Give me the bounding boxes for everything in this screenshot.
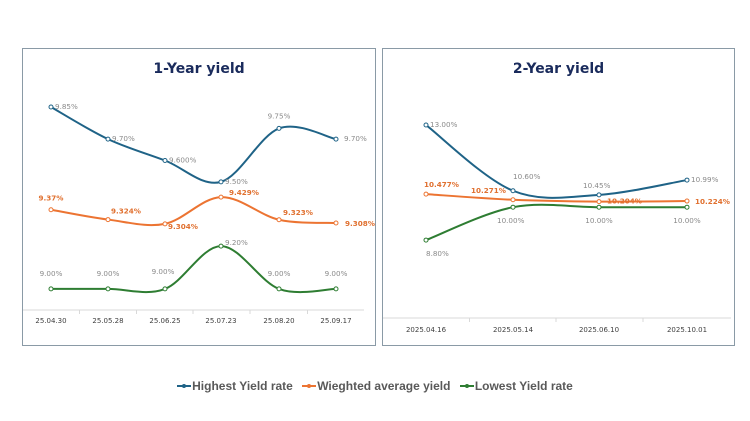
series-line-average [425,193,688,203]
data-point-average [105,217,111,223]
data-label-average: 9.429% [229,188,259,197]
x-tick-label: 2025.10.01 [667,326,707,334]
series-line-lowest [425,203,688,242]
data-label-lowest: 9.00% [152,267,175,276]
chart-plot-1-year: 25.04.30 25.05.28 25.06.25 25.07.23 25.08.20… [23,102,375,325]
chart-panel-1-year: 1-Year yield 25.04.30 25.05.28 25.06.25 25.… [22,48,376,346]
data-point-highest [162,158,168,163]
x-tick-label: 2025.05.14 [493,326,534,334]
data-label-average: 9.304% [168,222,198,231]
data-label-highest: 9.70% [112,134,135,143]
data-point-lowest [276,286,282,292]
data-point-highest [596,192,602,198]
x-tick-label: 25.08.20 [263,317,294,325]
data-point-highest [276,125,282,131]
data-point-lowest [218,243,224,249]
x-tick-label: 2025.04.16 [406,326,447,334]
series-line-highest [425,124,688,199]
data-point-highest [510,188,516,194]
data-point-average [596,199,602,205]
series-line-average [50,196,337,227]
data-label-average: 9.324% [111,207,141,216]
legend-label: Lowest Yield rate [474,379,573,393]
legend-swatch-lowest [459,383,474,388]
legend-swatch-highest [177,383,192,388]
data-label-lowest: 9.00% [268,269,291,278]
series-line-lowest [50,245,337,294]
data-label-highest: 9.600% [169,156,197,165]
data-point-lowest [162,286,168,292]
data-point-highest [48,104,54,110]
data-label-average: 9.308% [345,219,375,228]
data-label-lowest: 10.00% [497,216,525,225]
data-label-highest: 10.99% [691,175,719,184]
data-label-lowest: 9.00% [40,269,63,278]
chart-legend: Highest Yield rate Wieghted average yiel… [0,376,750,393]
data-point-lowest [48,286,54,292]
series-line-highest [50,106,337,184]
data-point-highest [218,179,224,185]
data-point-lowest [333,286,339,292]
data-point-average [510,197,516,203]
x-tick-label: 25.06.25 [149,317,180,325]
data-label-average: 10.271% [471,186,506,195]
data-label-lowest: 9.20% [225,238,248,247]
data-point-lowest [423,237,429,243]
data-label-average: 9.37% [39,194,64,203]
data-label-average: 10.204% [607,197,642,206]
x-tick-label: 2025.06.10 [579,326,619,334]
data-point-lowest [105,286,111,292]
data-point-average [276,217,282,223]
data-label-lowest: 9.00% [97,269,120,278]
data-label-lowest: 10.00% [673,216,701,225]
data-label-highest: 13.00% [430,120,458,129]
data-point-lowest [684,204,690,210]
data-point-lowest [596,204,602,210]
x-tick-label: 25.04.30 [35,317,66,325]
data-point-average [423,191,429,197]
data-point-average [333,220,339,226]
data-label-lowest: 8.80% [426,249,449,258]
data-label-highest: 9.85% [55,102,78,111]
x-tick-label: 25.07.23 [205,317,236,325]
data-point-highest [423,122,429,128]
legend-item-average: Wieghted average yield [302,379,450,393]
chart-title: 1-Year yield [153,61,245,77]
data-point-average [162,221,168,227]
chart-plot-2-year: 2025.04.16 2025.05.14 2025.06.10 2025.10.01… [383,120,731,334]
data-label-highest: 10.45% [583,181,611,190]
legend-swatch-average [302,383,317,388]
x-tick-label: 25.05.28 [92,317,123,325]
x-tick-label: 25.09.17 [320,317,351,325]
chart-title: 2-Year yield [512,61,605,77]
data-point-average [218,194,224,200]
data-label-highest: 9.50% [225,177,248,186]
legend-item-lowest: Lowest Yield rate [459,379,573,393]
data-label-average: 10.477% [424,180,459,189]
legend-item-highest: Highest Yield rate [177,379,293,393]
data-point-highest [333,136,339,142]
data-label-average: 10.224% [695,197,730,206]
data-point-highest [105,136,111,142]
data-point-average [684,198,690,204]
legend-label: Wieghted average yield [317,379,451,393]
legend-label: Highest Yield rate [192,379,293,393]
data-point-average [48,207,54,213]
data-label-average: 9.323% [283,208,313,217]
data-label-highest: 9.70% [344,134,367,143]
data-label-lowest: 10.00% [585,216,613,225]
data-label-lowest: 9.00% [325,269,348,278]
data-label-highest: 9.75% [268,111,291,120]
chart-panel-2-year: 2-Year yield 2025.04.16 2025.05.14 2025.06… [382,48,735,346]
data-point-lowest [510,204,516,210]
data-label-highest: 10.60% [513,172,541,181]
data-point-highest [684,177,690,183]
